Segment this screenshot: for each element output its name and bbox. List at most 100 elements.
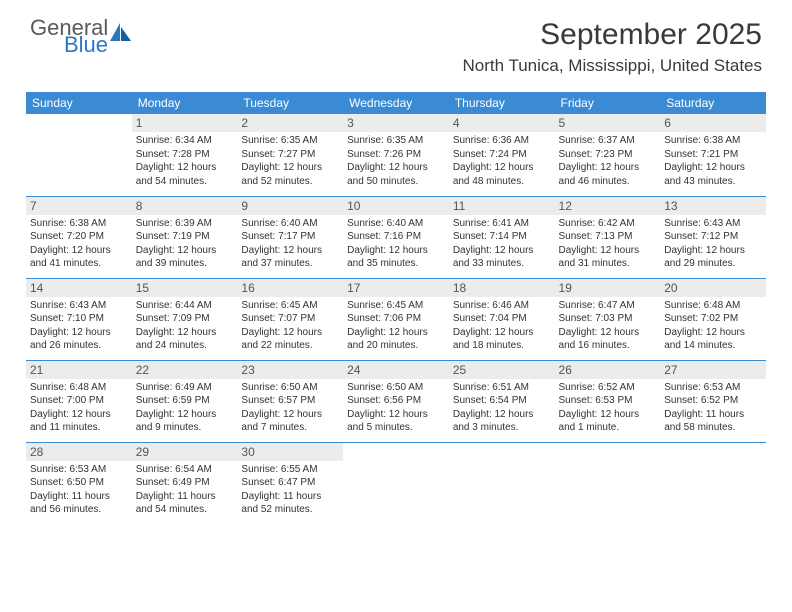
calendar-cell: 9Sunrise: 6:40 AMSunset: 7:17 PMDaylight… xyxy=(237,196,343,278)
calendar-cell-empty xyxy=(343,442,449,524)
calendar-cell: 5 Sunrise: 6:37 AMSunset: 7:23 PMDaylight… xyxy=(555,114,661,196)
calendar-cell: 7 Sunrise: 6:38 AMSunset: 7:20 PMDaylight… xyxy=(26,196,132,278)
day-info: Sunrise: 6:34 AMSunset: 7:28 PMDaylight:… xyxy=(136,134,234,188)
calendar-cell: 11 Sunrise: 6:41 AMSunset: 7:14 PMDayligh… xyxy=(449,196,555,278)
title-block: September 2025 North Tunica, Mississippi… xyxy=(462,18,762,76)
month-title: September 2025 xyxy=(462,18,762,52)
calendar-cell: 13Sunrise: 6:43 AMSunset: 7:12 PMDayligh… xyxy=(660,196,766,278)
day-info: Sunrise: 6:50 AMSunset: 6:57 PMDaylight:… xyxy=(241,381,339,435)
calendar-cell: 22 Sunrise: 6:49 AMSunset: 6:59 PMDayligh… xyxy=(132,360,238,442)
day-info: Sunrise: 6:39 AMSunset: 7:19 PMDaylight:… xyxy=(136,217,234,271)
day-number: 21 xyxy=(26,361,132,379)
logo: General Blue xyxy=(30,18,132,56)
header: General Blue September 2025 North Tunica… xyxy=(0,0,792,84)
calendar-cell: 6 Sunrise: 6:38 AMSunset: 7:21 PMDaylight… xyxy=(660,114,766,196)
calendar-cell: 4 Sunrise: 6:36 AMSunset: 7:24 PMDaylight… xyxy=(449,114,555,196)
day-info: Sunrise: 6:48 AMSunset: 7:02 PMDaylight:… xyxy=(664,299,762,353)
day-number: 11 xyxy=(449,197,555,215)
day-number: 4 xyxy=(449,114,555,132)
day-info: Sunrise: 6:47 AMSunset: 7:03 PMDaylight:… xyxy=(559,299,657,353)
calendar-cell-empty xyxy=(26,114,132,196)
day-number: 26 xyxy=(555,361,661,379)
calendar-table: SundayMondayTuesdayWednesdayThursdayFrid… xyxy=(26,92,766,524)
day-info: Sunrise: 6:54 AMSunset: 6:49 PMDaylight:… xyxy=(136,463,234,517)
day-number: 22 xyxy=(132,361,238,379)
day-info: Sunrise: 6:45 AMSunset: 7:06 PMDaylight:… xyxy=(347,299,445,353)
calendar-cell: 18 Sunrise: 6:46 AMSunset: 7:04 PMDayligh… xyxy=(449,278,555,360)
calendar-cell: 29Sunrise: 6:54 AMSunset: 6:49 PMDayligh… xyxy=(132,442,238,524)
day-number: 7 xyxy=(26,197,132,215)
calendar-row: 7 Sunrise: 6:38 AMSunset: 7:20 PMDaylight… xyxy=(26,196,766,278)
day-number: 3 xyxy=(343,114,449,132)
day-number: 28 xyxy=(26,443,132,461)
day-number: 18 xyxy=(449,279,555,297)
calendar-cell: 27 Sunrise: 6:53 AMSunset: 6:52 PMDayligh… xyxy=(660,360,766,442)
day-info: Sunrise: 6:37 AMSunset: 7:23 PMDaylight:… xyxy=(559,134,657,188)
day-number: 6 xyxy=(660,114,766,132)
day-info: Sunrise: 6:53 AMSunset: 6:52 PMDaylight:… xyxy=(664,381,762,435)
day-info: Sunrise: 6:38 AMSunset: 7:20 PMDaylight:… xyxy=(30,217,128,271)
day-info: Sunrise: 6:48 AMSunset: 7:00 PMDaylight:… xyxy=(30,381,128,435)
calendar-cell-empty xyxy=(449,442,555,524)
day-info: Sunrise: 6:38 AMSunset: 7:21 PMDaylight:… xyxy=(664,134,762,188)
calendar-cell: 10 Sunrise: 6:40 AMSunset: 7:16 PMDayligh… xyxy=(343,196,449,278)
calendar-cell-empty xyxy=(660,442,766,524)
day-header-friday: Friday xyxy=(555,92,661,114)
calendar-cell: 30 Sunrise: 6:55 AMSunset: 6:47 PMDayligh… xyxy=(237,442,343,524)
day-number: 25 xyxy=(449,361,555,379)
day-info: Sunrise: 6:50 AMSunset: 6:56 PMDaylight:… xyxy=(347,381,445,435)
calendar-cell: 23Sunrise: 6:50 AMSunset: 6:57 PMDayligh… xyxy=(237,360,343,442)
day-number: 13 xyxy=(660,197,766,215)
day-number: 17 xyxy=(343,279,449,297)
calendar-cell-empty xyxy=(555,442,661,524)
day-header-tuesday: Tuesday xyxy=(237,92,343,114)
calendar-row: 1 Sunrise: 6:34 AMSunset: 7:28 PMDaylight… xyxy=(26,114,766,196)
calendar-cell: 19 Sunrise: 6:47 AMSunset: 7:03 PMDayligh… xyxy=(555,278,661,360)
day-info: Sunrise: 6:52 AMSunset: 6:53 PMDaylight:… xyxy=(559,381,657,435)
logo-text: General Blue xyxy=(30,18,132,56)
day-info: Sunrise: 6:40 AMSunset: 7:16 PMDaylight:… xyxy=(347,217,445,271)
day-number: 5 xyxy=(555,114,661,132)
day-number: 27 xyxy=(660,361,766,379)
day-number: 10 xyxy=(343,197,449,215)
day-info: Sunrise: 6:40 AMSunset: 7:17 PMDaylight:… xyxy=(241,217,339,271)
day-header-wednesday: Wednesday xyxy=(343,92,449,114)
calendar-header-row: SundayMondayTuesdayWednesdayThursdayFrid… xyxy=(26,92,766,114)
day-header-thursday: Thursday xyxy=(449,92,555,114)
day-info: Sunrise: 6:49 AMSunset: 6:59 PMDaylight:… xyxy=(136,381,234,435)
calendar-cell: 12Sunrise: 6:42 AMSunset: 7:13 PMDayligh… xyxy=(555,196,661,278)
calendar-row: 14Sunrise: 6:43 AMSunset: 7:10 PMDayligh… xyxy=(26,278,766,360)
day-info: Sunrise: 6:41 AMSunset: 7:14 PMDaylight:… xyxy=(453,217,551,271)
calendar-cell: 24Sunrise: 6:50 AMSunset: 6:56 PMDayligh… xyxy=(343,360,449,442)
calendar-cell: 3Sunrise: 6:35 AMSunset: 7:26 PMDaylight… xyxy=(343,114,449,196)
day-info: Sunrise: 6:51 AMSunset: 6:54 PMDaylight:… xyxy=(453,381,551,435)
calendar-cell: 28 Sunrise: 6:53 AMSunset: 6:50 PMDayligh… xyxy=(26,442,132,524)
calendar-cell: 17 Sunrise: 6:45 AMSunset: 7:06 PMDayligh… xyxy=(343,278,449,360)
day-info: Sunrise: 6:55 AMSunset: 6:47 PMDaylight:… xyxy=(241,463,339,517)
day-number: 20 xyxy=(660,279,766,297)
day-info: Sunrise: 6:46 AMSunset: 7:04 PMDaylight:… xyxy=(453,299,551,353)
day-number: 1 xyxy=(132,114,238,132)
day-number: 8 xyxy=(132,197,238,215)
calendar-cell: 15Sunrise: 6:44 AMSunset: 7:09 PMDayligh… xyxy=(132,278,238,360)
day-info: Sunrise: 6:44 AMSunset: 7:09 PMDaylight:… xyxy=(136,299,234,353)
day-info: Sunrise: 6:53 AMSunset: 6:50 PMDaylight:… xyxy=(30,463,128,517)
calendar-cell: 2 Sunrise: 6:35 AMSunset: 7:27 PMDaylight… xyxy=(237,114,343,196)
calendar-row: 28 Sunrise: 6:53 AMSunset: 6:50 PMDayligh… xyxy=(26,442,766,524)
day-info: Sunrise: 6:45 AMSunset: 7:07 PMDaylight:… xyxy=(241,299,339,353)
day-info: Sunrise: 6:35 AMSunset: 7:27 PMDaylight:… xyxy=(241,134,339,188)
calendar-cell: 16Sunrise: 6:45 AMSunset: 7:07 PMDayligh… xyxy=(237,278,343,360)
calendar-cell: 8 Sunrise: 6:39 AMSunset: 7:19 PMDaylight… xyxy=(132,196,238,278)
day-info: Sunrise: 6:36 AMSunset: 7:24 PMDaylight:… xyxy=(453,134,551,188)
day-header-saturday: Saturday xyxy=(660,92,766,114)
logo-blue: Blue xyxy=(64,35,132,56)
calendar-cell: 21 Sunrise: 6:48 AMSunset: 7:00 PMDayligh… xyxy=(26,360,132,442)
calendar-row: 21 Sunrise: 6:48 AMSunset: 7:00 PMDayligh… xyxy=(26,360,766,442)
day-header-monday: Monday xyxy=(132,92,238,114)
day-number: 2 xyxy=(237,114,343,132)
day-number: 19 xyxy=(555,279,661,297)
day-number: 30 xyxy=(237,443,343,461)
day-number: 14 xyxy=(26,279,132,297)
calendar-cell: 1 Sunrise: 6:34 AMSunset: 7:28 PMDaylight… xyxy=(132,114,238,196)
calendar-cell: 25 Sunrise: 6:51 AMSunset: 6:54 PMDayligh… xyxy=(449,360,555,442)
